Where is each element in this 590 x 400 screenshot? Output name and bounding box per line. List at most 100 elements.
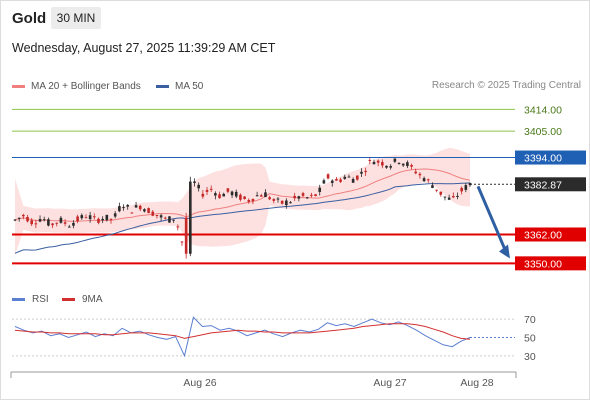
candle-body bbox=[314, 194, 317, 196]
candle-body bbox=[439, 191, 443, 195]
candle-body bbox=[355, 175, 359, 180]
candle-body bbox=[17, 217, 21, 219]
level-label-0: 3414.00 bbox=[524, 104, 562, 116]
candle-body bbox=[435, 189, 438, 191]
candle-body bbox=[214, 193, 217, 196]
candle-body bbox=[414, 171, 418, 174]
candle-body bbox=[264, 192, 267, 198]
candle-body bbox=[93, 216, 96, 218]
last-price-tag bbox=[515, 177, 586, 192]
level-tag-3 bbox=[515, 227, 586, 242]
candle-body bbox=[172, 219, 175, 221]
candle-body bbox=[176, 226, 180, 228]
ma20-line bbox=[14, 168, 471, 222]
x-tick-label: Aug 26 bbox=[183, 377, 216, 389]
timeframe-tab[interactable]: 30 MIN bbox=[51, 7, 101, 29]
candle-body bbox=[101, 218, 104, 221]
candle-body bbox=[410, 164, 413, 167]
candle-body bbox=[335, 179, 338, 181]
candle-body bbox=[184, 217, 188, 254]
level-tag-2 bbox=[515, 150, 586, 165]
candle-body bbox=[205, 189, 209, 192]
level-label-2: 3394.00 bbox=[524, 153, 562, 165]
ma50-legend-swatch bbox=[156, 85, 169, 88]
level-label-1: 3405.00 bbox=[524, 126, 562, 138]
candle-body bbox=[268, 197, 271, 200]
level-label-4: 3350.00 bbox=[524, 258, 562, 270]
candle-body bbox=[376, 160, 380, 163]
candle-body bbox=[285, 200, 288, 206]
candle-body bbox=[452, 196, 455, 198]
candle-body bbox=[326, 174, 330, 179]
candle-body bbox=[297, 196, 301, 199]
candle-body bbox=[460, 187, 463, 192]
candle-body bbox=[347, 176, 351, 178]
candle-body bbox=[364, 170, 367, 173]
candle-body bbox=[456, 195, 459, 197]
ma50-legend-label: MA 50 bbox=[175, 81, 204, 92]
rsi-legend-swatch bbox=[12, 298, 25, 301]
candle-body bbox=[255, 195, 259, 197]
candle-body bbox=[168, 216, 171, 223]
candle-body bbox=[372, 161, 376, 165]
candle-body bbox=[201, 193, 205, 197]
candle-body bbox=[406, 162, 409, 167]
candle-body bbox=[230, 191, 234, 196]
candle-body bbox=[351, 179, 355, 183]
candle-body bbox=[130, 212, 134, 214]
candle-body bbox=[360, 171, 363, 174]
candle-body bbox=[105, 214, 109, 221]
level-tag-4 bbox=[515, 256, 586, 271]
candle-body bbox=[218, 194, 221, 199]
candle-body bbox=[318, 187, 322, 192]
candle-body bbox=[280, 200, 284, 204]
candle-body bbox=[243, 196, 246, 200]
candle-body bbox=[34, 223, 38, 225]
candle-body bbox=[26, 216, 29, 222]
candle-body bbox=[339, 179, 342, 182]
candle-body bbox=[109, 218, 113, 220]
candle-body bbox=[239, 194, 242, 200]
candle-body bbox=[293, 195, 296, 199]
candle-body bbox=[138, 205, 142, 210]
rsi-tick-50: 50 bbox=[524, 333, 536, 345]
rsi-line bbox=[14, 316, 471, 358]
symbol-title: Gold bbox=[12, 10, 47, 27]
rsi-tick-70: 70 bbox=[524, 314, 536, 326]
candle-body bbox=[51, 223, 54, 226]
candle-body bbox=[189, 181, 192, 254]
candle-body bbox=[159, 215, 163, 218]
candle-body bbox=[47, 219, 50, 226]
candle-body bbox=[76, 216, 79, 222]
ma20-legend-label: MA 20 + Bollinger Bands bbox=[31, 81, 141, 92]
candle-body bbox=[226, 188, 230, 192]
candle-body bbox=[134, 205, 138, 208]
candle-body bbox=[67, 226, 71, 228]
rsi-ma-line bbox=[14, 323, 471, 340]
candle-body bbox=[63, 222, 67, 224]
candle-body bbox=[84, 217, 88, 219]
candle-body bbox=[276, 198, 280, 200]
candle-body bbox=[151, 211, 155, 216]
candle-body bbox=[330, 180, 334, 183]
candle-body bbox=[251, 198, 255, 202]
candle-body bbox=[122, 207, 125, 209]
candle-body bbox=[464, 185, 468, 190]
level-label-3: 3362.00 bbox=[524, 229, 562, 241]
candle-body bbox=[163, 217, 167, 219]
candle-body bbox=[289, 202, 292, 204]
candle-body bbox=[42, 219, 46, 221]
candle-body bbox=[22, 214, 25, 217]
candle-body bbox=[143, 209, 146, 212]
candle-body bbox=[393, 158, 397, 162]
candle-body bbox=[247, 199, 251, 202]
candle-body bbox=[222, 193, 226, 197]
candle-body bbox=[155, 214, 159, 216]
candle-body bbox=[305, 197, 309, 199]
candle-body bbox=[272, 199, 276, 201]
candle-body bbox=[193, 181, 196, 184]
last-price-label: 3382.87 bbox=[524, 179, 562, 191]
candle-body bbox=[147, 208, 150, 214]
rsi-ma-legend-swatch bbox=[62, 298, 75, 301]
rsi-ma-legend-label: 9MA bbox=[82, 294, 103, 305]
